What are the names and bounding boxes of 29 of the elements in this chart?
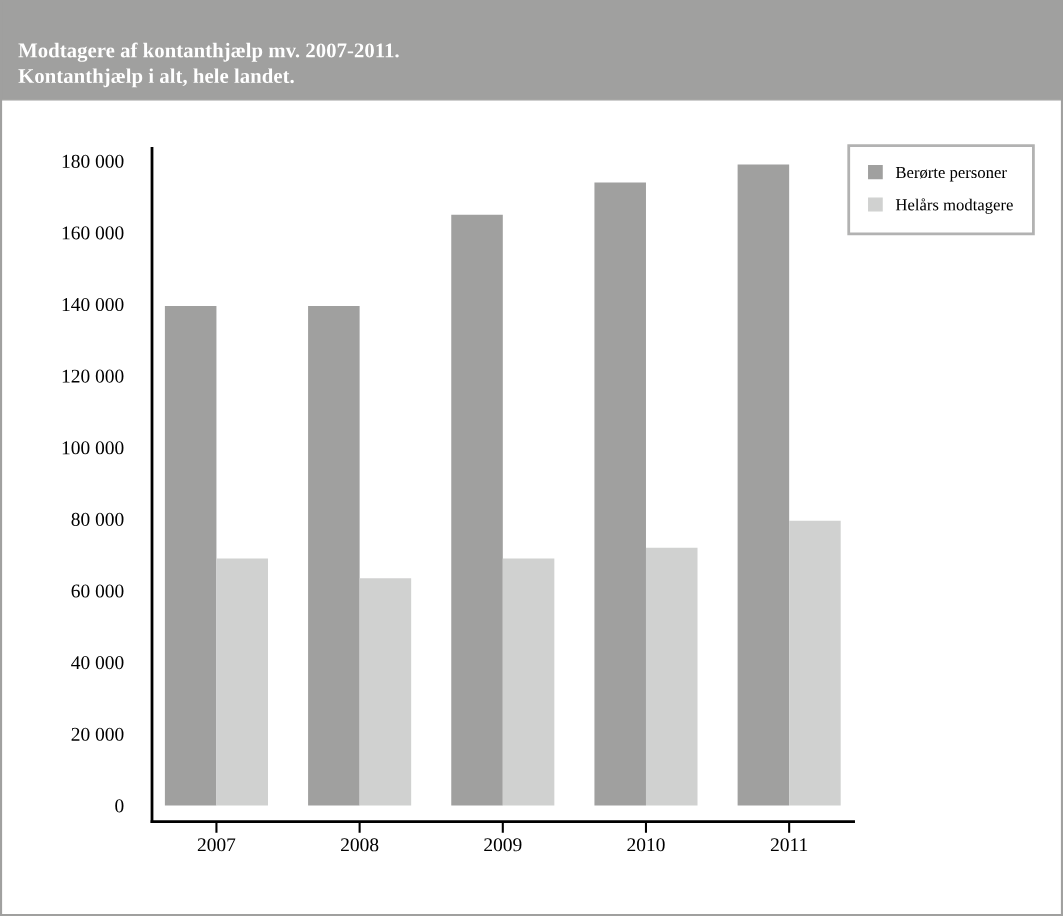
bar — [216, 558, 268, 806]
y-tick-label: 100 000 — [62, 441, 124, 455]
y-tick-label: 180 000 — [62, 154, 124, 168]
legend-label: Helårs modtagere — [895, 198, 1013, 214]
x-tick-label: 2007 — [197, 838, 236, 852]
x-tick-label: 2008 — [341, 838, 379, 852]
bar — [359, 578, 412, 806]
y-tick-label: 40 000 — [71, 656, 124, 670]
y-tick-label: 0 — [115, 799, 124, 813]
bar — [502, 558, 555, 806]
y-tick-label: 60 000 — [71, 584, 124, 598]
bar — [594, 182, 646, 806]
chart-title: Modtagere af kontanthjælp mv. 2007-2011. — [18, 42, 399, 62]
bar — [645, 547, 698, 806]
bar — [308, 305, 360, 806]
legend-label: Berørte personer — [895, 166, 1007, 182]
bar — [737, 164, 790, 806]
y-tick-label: 80 000 — [71, 512, 124, 526]
bar — [164, 305, 217, 806]
y-tick-label: 140 000 — [62, 297, 124, 312]
y-tick-label: 160 000 — [62, 226, 124, 240]
chart-subtitle: Kontanthjælp i alt, hele landet. — [18, 68, 294, 88]
y-tick-label: 120 000 — [62, 369, 124, 383]
x-tick-label: 2009 — [484, 838, 522, 852]
x-tick-label: 2010 — [627, 838, 665, 852]
y-tick-label: 20 000 — [71, 727, 124, 741]
bar — [451, 214, 503, 806]
bar — [789, 520, 841, 806]
x-tick-label: 2011 — [770, 838, 808, 852]
